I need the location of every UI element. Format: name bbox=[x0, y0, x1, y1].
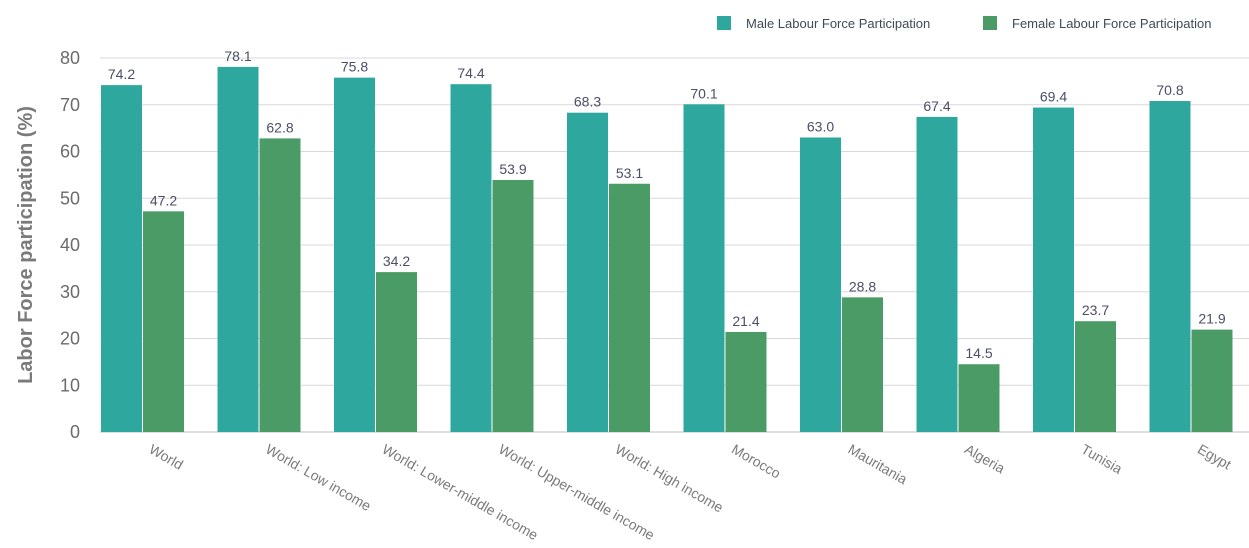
y-tick-label: 40 bbox=[60, 235, 80, 255]
data-label: 78.1 bbox=[224, 48, 251, 64]
y-tick-label: 70 bbox=[60, 95, 80, 115]
x-tick-label: Morocco bbox=[729, 441, 784, 482]
bar-male[interactable] bbox=[217, 66, 259, 432]
bar-female[interactable] bbox=[376, 272, 417, 432]
x-tick-label: World: Low income bbox=[263, 441, 374, 514]
y-tick-label: 0 bbox=[70, 422, 80, 442]
bar-female[interactable] bbox=[725, 331, 767, 432]
y-tick-label: 50 bbox=[60, 188, 80, 208]
data-label: 75.8 bbox=[341, 59, 368, 75]
data-label: 70.8 bbox=[1156, 82, 1183, 98]
x-tick-label: Mauritania bbox=[846, 441, 911, 488]
bar-female[interactable] bbox=[1075, 321, 1116, 432]
bar-male[interactable] bbox=[101, 85, 142, 433]
y-tick-label: 80 bbox=[60, 48, 80, 68]
data-label: 21.4 bbox=[732, 313, 759, 329]
y-tick-label: 10 bbox=[60, 375, 80, 395]
y-axis-title: Labor Force participation (%) bbox=[15, 106, 37, 384]
bar-male[interactable] bbox=[567, 112, 608, 432]
bar-male[interactable] bbox=[800, 137, 841, 432]
data-label: 53.9 bbox=[499, 161, 526, 177]
x-tick-label: Egypt bbox=[1195, 441, 1234, 473]
bar-male[interactable] bbox=[1149, 101, 1191, 432]
bar-male[interactable] bbox=[450, 84, 492, 433]
bar-male[interactable] bbox=[683, 104, 725, 432]
data-label: 47.2 bbox=[150, 192, 177, 208]
legend-label-female: Female Labour Force Participation bbox=[1012, 16, 1211, 31]
x-tick-label: World bbox=[147, 441, 186, 473]
legend-item-female[interactable]: Female Labour Force Participation bbox=[983, 16, 1211, 31]
legend-item-male[interactable]: Male Labour Force Participation bbox=[717, 16, 930, 31]
bar-male[interactable] bbox=[334, 77, 375, 432]
bar-male[interactable] bbox=[916, 116, 958, 432]
x-tick-label: Algeria bbox=[962, 441, 1008, 477]
data-label: 53.1 bbox=[616, 165, 643, 181]
legend: Male Labour Force Participation Female L… bbox=[717, 16, 1211, 31]
data-label: 68.3 bbox=[574, 94, 601, 110]
y-tick-label: 60 bbox=[60, 142, 80, 162]
data-label: 28.8 bbox=[849, 278, 876, 294]
data-label: 67.4 bbox=[923, 98, 950, 114]
bars bbox=[101, 66, 1233, 433]
bar-female[interactable] bbox=[143, 211, 184, 432]
data-labels: 74.2 47.2 78.1 62.8 75.8 34.2 74.4 53.9 68.3 53.1… bbox=[108, 48, 1226, 361]
data-label: 69.4 bbox=[1040, 89, 1067, 105]
bar-female[interactable] bbox=[492, 180, 534, 432]
bar-female[interactable] bbox=[958, 364, 1000, 432]
y-tick-label: 30 bbox=[60, 282, 80, 302]
data-label: 21.9 bbox=[1198, 311, 1225, 327]
bar-female[interactable] bbox=[842, 297, 883, 432]
x-axis-ticks: World World: Low income World: Lower-middl… bbox=[147, 441, 1235, 544]
bar-female[interactable] bbox=[609, 183, 650, 432]
data-label: 23.7 bbox=[1082, 302, 1109, 318]
x-tick-label: World: High income bbox=[613, 441, 727, 516]
y-axis-ticks: 0 10 20 30 40 50 60 70 80 bbox=[60, 48, 80, 442]
bar-male[interactable] bbox=[1033, 107, 1074, 433]
legend-swatch-female bbox=[983, 16, 997, 30]
legend-swatch-male bbox=[717, 16, 731, 30]
data-label: 74.2 bbox=[108, 66, 135, 82]
data-label: 74.4 bbox=[457, 65, 484, 81]
y-tick-label: 20 bbox=[60, 329, 80, 349]
data-label: 70.1 bbox=[690, 85, 717, 101]
bar-female[interactable] bbox=[259, 138, 301, 432]
data-label: 14.5 bbox=[965, 345, 992, 361]
x-tick-label: Tunisia bbox=[1079, 441, 1126, 477]
bar-female[interactable] bbox=[1191, 329, 1233, 432]
data-label: 63.0 bbox=[807, 118, 834, 134]
data-label: 34.2 bbox=[383, 253, 410, 269]
data-label: 62.8 bbox=[266, 119, 293, 135]
legend-label-male: Male Labour Force Participation bbox=[746, 16, 930, 31]
